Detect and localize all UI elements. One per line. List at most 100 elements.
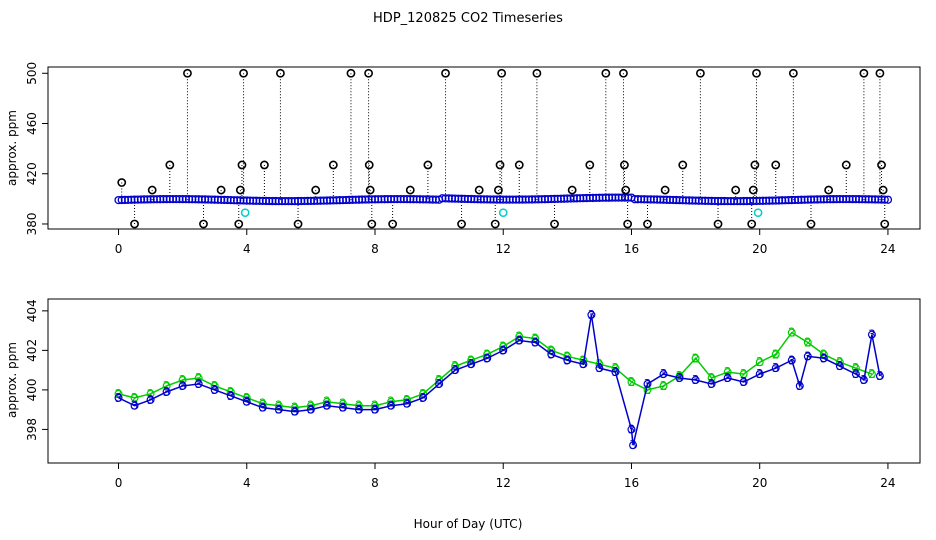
series-3-point: [579, 360, 588, 369]
series-2-point: [627, 377, 636, 386]
baseline-point: [880, 195, 889, 204]
series-2-point: [114, 389, 123, 398]
series-3-point: [162, 387, 171, 396]
spike-point: [550, 219, 559, 229]
series-3-point: [723, 374, 732, 383]
series-3-point: [875, 372, 884, 381]
series-3-point: [707, 379, 716, 388]
series-3-marker-label: 3: [195, 377, 203, 391]
series-2-point: [787, 328, 796, 337]
series-2-point: [162, 381, 171, 390]
spike-point: [841, 160, 851, 170]
top-y-axis: 380 420 460 500: [25, 62, 48, 235]
cyan-point: [498, 208, 508, 218]
top-x-axis: 0 4 8 12 16 20 24: [115, 229, 896, 256]
x-axis-label: Hour of Day (UTC): [414, 517, 523, 531]
bottom-x-tick-label: 8: [371, 476, 379, 490]
series-2-marker-label: 2: [676, 369, 684, 383]
spike-point: [388, 219, 398, 229]
series-3-marker-label: 3: [515, 333, 523, 347]
top-y-tick-label: 500: [25, 62, 39, 85]
bottom-x-tick-label: 20: [752, 476, 767, 490]
series-3-marker-label: 3: [339, 401, 347, 415]
series-3-marker-label: 3: [163, 385, 171, 399]
spike-point: [474, 185, 484, 195]
series-2-marker-label: 2: [628, 375, 636, 389]
series-3-point: [795, 381, 804, 390]
spike-point: [183, 68, 192, 78]
series-3-marker-label: 3: [355, 403, 363, 417]
series-3-marker-label: 3: [499, 343, 507, 357]
series-3-marker-label: 3: [131, 399, 139, 413]
series-3-point: [242, 397, 251, 406]
series-3-marker-label: 3: [740, 375, 748, 389]
spike-point: [423, 160, 433, 170]
series-3-marker-label: 3: [772, 361, 780, 375]
series-3-point: [290, 407, 299, 416]
series-3-point: [210, 385, 219, 394]
series-3-point: [306, 405, 315, 414]
spike-point: [748, 185, 758, 195]
spike-point: [750, 160, 760, 170]
series-3-marker-label: 3: [612, 365, 620, 379]
spike-point: [441, 68, 450, 78]
spike-point: [771, 160, 781, 170]
series-2-point: [723, 368, 732, 377]
series-2-marker-label: 2: [131, 391, 139, 405]
bottom-y-tick-label: 402: [25, 339, 39, 362]
spike-point: [495, 160, 505, 170]
spike-point: [623, 219, 633, 229]
series-3-point: [835, 362, 844, 371]
series-3-marker-label: 3: [307, 403, 315, 417]
series-3-marker-label: 3: [820, 351, 828, 365]
series-2-marker-label: 2: [644, 383, 652, 397]
series-2-marker-label: 2: [804, 335, 812, 349]
series-3-marker-label: 3: [588, 308, 596, 322]
series-3-point: [226, 391, 235, 400]
series-3-point: [371, 405, 380, 414]
series-3-marker-label: 3: [660, 367, 668, 381]
top-x-tick-label: 16: [624, 242, 639, 256]
series-3-marker-label: 3: [629, 438, 637, 452]
series-3-marker-label: 3: [796, 379, 804, 393]
series-3-point: [867, 330, 876, 339]
series-3-marker-label: 3: [291, 405, 299, 419]
series-3-point: [322, 401, 331, 410]
series-2-marker-label: 2: [195, 371, 203, 385]
spike-point: [695, 68, 705, 78]
series-3-point: [499, 346, 508, 355]
spike-point: [457, 219, 466, 229]
series-3-point: [178, 381, 187, 390]
spike-point: [130, 219, 139, 229]
series-3-point: [451, 366, 460, 375]
series-3-marker-label: 3: [467, 357, 475, 371]
series-2-point: [803, 338, 812, 347]
spike-point: [752, 68, 761, 78]
series-3-marker-label: 3: [788, 353, 796, 367]
series-2-marker-label: 2: [756, 355, 764, 369]
spike-point: [532, 68, 542, 78]
series-3-marker-label: 3: [227, 389, 235, 403]
series-3-point: [563, 356, 572, 365]
spike-point: [875, 68, 885, 78]
series-2-marker-label: 2: [692, 351, 700, 365]
series-2-marker-label: 2: [147, 387, 155, 401]
series-3-marker-label: 3: [628, 422, 636, 436]
series-3-marker-label: 3: [676, 371, 684, 385]
series-3-marker-label: 3: [860, 373, 868, 387]
series-3-point: [643, 379, 652, 388]
spike-point: [165, 160, 175, 170]
series-3-point: [403, 399, 412, 408]
cyan-point: [753, 208, 763, 218]
series-3-point: [258, 403, 267, 412]
series-3-marker-label: 3: [836, 359, 844, 373]
series-3-point: [515, 336, 524, 345]
series-2-marker-label: 2: [179, 373, 187, 387]
bottom-plot-frame: [47, 298, 921, 464]
series-3-marker-label: 3: [419, 391, 427, 405]
series-2-point: [659, 381, 668, 390]
series-2-point: [851, 364, 860, 373]
spike-point: [237, 160, 247, 170]
spike-point: [328, 160, 338, 170]
